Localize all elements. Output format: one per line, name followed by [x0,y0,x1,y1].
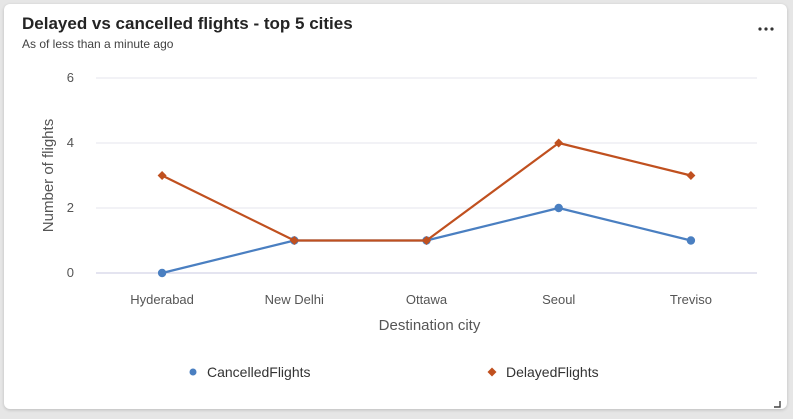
series-line-delayedflights [161,141,692,242]
x-tick-label: Ottawa [406,292,448,307]
data-point-cancelledflights [554,203,563,213]
data-point-cancelledflights [157,268,167,278]
legend-label: CancelledFlights [207,364,311,380]
y-tick-label: 4 [67,135,74,150]
data-point-delayedflights [157,171,167,180]
x-tick-label: Hyderabad [130,292,194,307]
line-chart: 0 2 4 6 Hyderabad New Delhi Ottawa Seoul Treviso… [40,70,757,334]
legend-item-cancelled[interactable]: CancelledFlights [188,364,311,380]
y-axis-title: Number of flights [40,119,57,232]
legend-item-delayed[interactable]: DelayedFlights [487,364,599,380]
circle-marker-icon [189,368,197,376]
x-axis-title: Destination city [379,317,481,334]
y-tick-label: 2 [67,200,74,215]
diamond-marker-icon [487,367,497,377]
data-point-cancelledflights [686,236,696,245]
y-tick-label: 0 [67,265,74,280]
chart-card: Delayed vs cancelled flights - top 5 cit… [4,4,787,409]
ellipsis-icon[interactable] [755,22,777,36]
card-subtitle: As of less than a minute ago [22,37,174,51]
data-point-delayedflights [289,236,299,245]
x-tick-label: New Delhi [265,292,324,307]
resize-corner-icon[interactable] [773,395,781,408]
x-tick-label: Seoul [542,292,575,307]
data-point-delayedflights [422,236,431,245]
y-tick-label: 6 [67,70,74,85]
card-title: Delayed vs cancelled flights - top 5 cit… [22,14,353,33]
data-point-delayedflights [686,171,696,180]
data-point-delayedflights [554,138,564,148]
legend-label: DelayedFlights [506,364,599,380]
x-tick-label: Treviso [670,292,712,307]
